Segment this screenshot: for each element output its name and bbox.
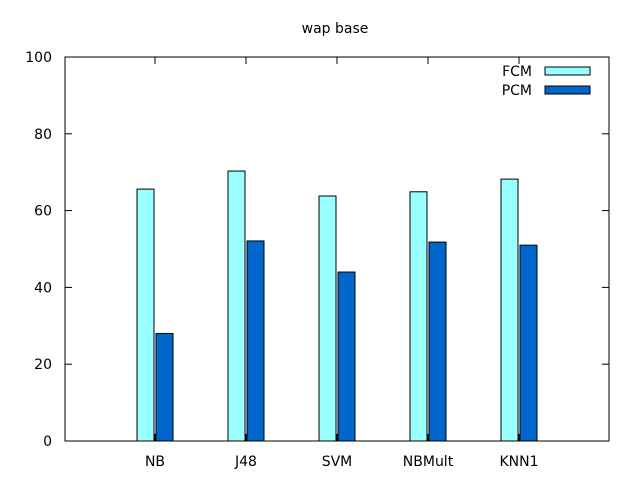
x-tick-label: NBMult bbox=[403, 454, 454, 470]
y-tick-label: 100 bbox=[25, 50, 52, 66]
bars-group bbox=[136, 170, 538, 442]
legend-swatch bbox=[544, 85, 591, 95]
bar-fcm-knn1 bbox=[500, 178, 519, 442]
y-tick-label: 20 bbox=[34, 357, 52, 373]
bar-pcm-j48 bbox=[246, 240, 265, 442]
bar-fcm-nbmult bbox=[409, 191, 428, 442]
bar-fcm-svm bbox=[318, 195, 337, 442]
x-axis: NB J48 SVM NBMult KNN1 bbox=[145, 57, 539, 470]
legend-label: FCM bbox=[502, 64, 532, 80]
x-tick-label: SVM bbox=[322, 454, 353, 470]
bar-fcm-j48 bbox=[227, 170, 246, 442]
bar-pcm-nb bbox=[155, 332, 174, 442]
chart-title: wap base bbox=[302, 21, 369, 37]
y-tick-label: 60 bbox=[34, 204, 52, 220]
y-tick-label: 80 bbox=[34, 127, 52, 143]
bar-fcm-nb bbox=[136, 188, 155, 442]
y-tick-label: 40 bbox=[34, 280, 52, 296]
bar-pcm-nbmult bbox=[428, 241, 447, 442]
y-axis: 0 20 40 60 80 100 bbox=[25, 50, 609, 450]
y-tick-label: 0 bbox=[43, 434, 52, 450]
legend: FCM PCM bbox=[502, 64, 591, 99]
bar-pcm-svm bbox=[337, 271, 356, 442]
bar-pcm-knn1 bbox=[519, 244, 538, 442]
x-tick-label: NB bbox=[145, 454, 165, 470]
legend-label: PCM bbox=[502, 83, 532, 99]
x-tick-label: J48 bbox=[234, 454, 257, 470]
x-tick-label: KNN1 bbox=[499, 454, 538, 470]
legend-swatch bbox=[544, 66, 591, 76]
